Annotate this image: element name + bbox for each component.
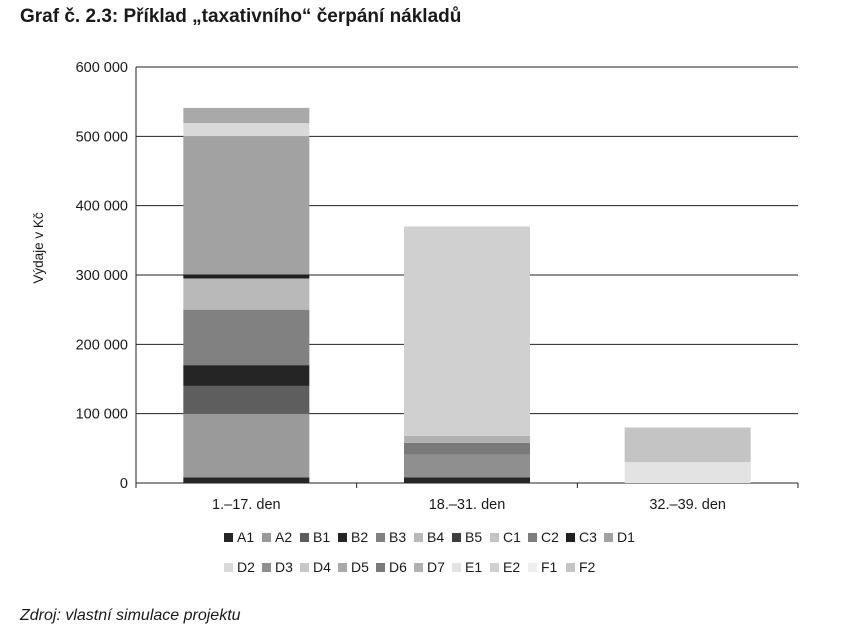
legend-swatch bbox=[300, 563, 309, 572]
bar-segment-D1 bbox=[183, 136, 310, 275]
bar-segment-B3 bbox=[183, 309, 310, 366]
legend-label: C3 bbox=[579, 529, 597, 545]
legend-swatch bbox=[566, 563, 575, 572]
legend-swatch bbox=[566, 533, 575, 542]
bar-segment-D5 bbox=[183, 107, 310, 124]
legend-swatch bbox=[262, 533, 271, 542]
bar-segment-A1 bbox=[183, 477, 310, 483]
legend-swatch bbox=[490, 533, 499, 542]
bar-segment-D3 bbox=[404, 454, 530, 478]
y-tick-label: 300 000 bbox=[76, 268, 128, 284]
x-tick-labels: 1.–17. den 18.–31. den 32.–39. den bbox=[212, 497, 726, 513]
legend-swatch bbox=[224, 533, 233, 542]
legend-label: D2 bbox=[237, 559, 255, 575]
legend-label: D6 bbox=[389, 559, 407, 575]
legend-swatch bbox=[528, 563, 537, 572]
legend-swatch bbox=[414, 533, 423, 542]
x-tick-label: 18.–31. den bbox=[429, 497, 506, 513]
bar-segment-E1 bbox=[624, 462, 751, 483]
legend-label: B4 bbox=[427, 529, 444, 545]
bar-segment-A1 bbox=[404, 477, 530, 483]
legend-label: F1 bbox=[541, 559, 558, 575]
y-axis-label: Výdaje v Kč bbox=[31, 212, 46, 284]
legend-swatch bbox=[262, 563, 271, 572]
y-tick-label: 600 000 bbox=[76, 60, 128, 76]
legend-swatch bbox=[452, 563, 461, 572]
legend-label: C2 bbox=[541, 529, 559, 545]
legend-label: E2 bbox=[503, 559, 520, 575]
legend-label: C1 bbox=[503, 529, 521, 545]
x-tick-label: 1.–17. den bbox=[212, 497, 281, 513]
legend-swatch bbox=[490, 563, 499, 572]
bar-segment-C3 bbox=[183, 274, 310, 279]
legend-label: D3 bbox=[275, 559, 293, 575]
legend-swatch bbox=[224, 563, 233, 572]
legend-swatch bbox=[376, 533, 385, 542]
legend-label: D7 bbox=[427, 559, 445, 575]
y-tick-label: 400 000 bbox=[76, 199, 128, 215]
bar-segment-D7 bbox=[404, 435, 530, 443]
legend-swatch bbox=[528, 533, 537, 542]
legend-label: A2 bbox=[275, 529, 292, 545]
y-tick-label: 100 000 bbox=[76, 407, 128, 423]
legend-swatch bbox=[300, 533, 309, 542]
y-tick-labels: 0 100 000 200 000 300 000 400 000 500 000 600 … bbox=[76, 60, 128, 492]
legend-label: B5 bbox=[465, 529, 482, 545]
legend-label: D5 bbox=[351, 559, 369, 575]
legend-swatch bbox=[604, 533, 613, 542]
legend-swatch bbox=[338, 533, 347, 542]
bar-segment-B4 bbox=[183, 278, 310, 310]
bar-segment-D2 bbox=[183, 123, 310, 137]
bar-segment-A2 bbox=[183, 413, 310, 478]
legend-swatch bbox=[414, 563, 423, 572]
legend-swatch bbox=[338, 563, 347, 572]
legend-swatch bbox=[452, 533, 461, 542]
bar-segment-B1 bbox=[183, 385, 310, 414]
legend-label: B3 bbox=[389, 529, 406, 545]
x-tick-label: 32.–39. den bbox=[649, 497, 726, 513]
bar-segment-B2 bbox=[183, 365, 310, 386]
chart-title: Graf č. 2.3: Příklad „taxativního“ čerpá… bbox=[20, 6, 462, 27]
axes bbox=[135, 67, 799, 488]
y-tick-label: 200 000 bbox=[76, 337, 128, 353]
legend-label: A1 bbox=[237, 529, 254, 545]
legend-label: F2 bbox=[579, 559, 596, 575]
source-note: Zdroj: vlastní simulace projektu bbox=[20, 607, 241, 624]
y-tick-label: 0 bbox=[120, 476, 128, 492]
legend: A1 A2 B1 B2 B3 B4 B5 C1 C2 C3 D1 D2 D3 D4 D5 D6 D7 E1 E2 F1… bbox=[224, 529, 635, 575]
legend-label: B2 bbox=[351, 529, 368, 545]
legend-swatch bbox=[376, 563, 385, 572]
legend-label: D4 bbox=[313, 559, 331, 575]
bars bbox=[183, 107, 751, 483]
legend-label: D1 bbox=[617, 529, 635, 545]
legend-label: B1 bbox=[313, 529, 330, 545]
bar-segment-D6 bbox=[404, 442, 530, 455]
y-tick-label: 500 000 bbox=[76, 129, 128, 145]
bar-segment-E2 bbox=[404, 226, 530, 436]
bar-segment-F2 bbox=[624, 427, 751, 463]
legend-label: E1 bbox=[465, 559, 482, 575]
